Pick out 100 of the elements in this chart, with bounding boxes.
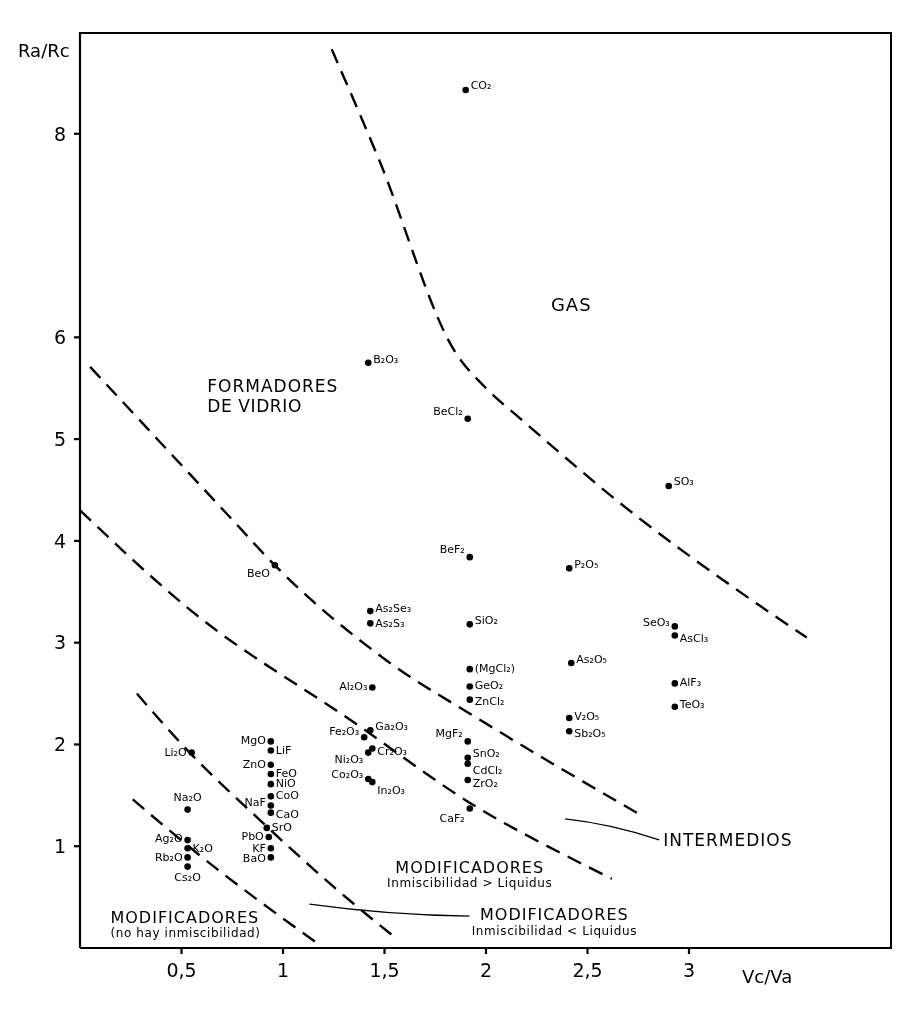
y-tick-label: 5 [53, 427, 66, 450]
point [267, 761, 275, 769]
annotation: Li₂O [164, 745, 187, 759]
x-tick-label: 1 [276, 959, 290, 982]
annotation: TeO₃ [679, 697, 705, 712]
point [671, 623, 679, 630]
point [464, 760, 472, 768]
point [464, 415, 472, 423]
point [267, 747, 275, 754]
annotation: LiF [275, 743, 292, 757]
annotation: GeO₂ [474, 679, 504, 693]
annotation: FORMADORES DE VIDRIO [207, 376, 339, 417]
annotation: As₂S₃ [375, 617, 405, 631]
point [366, 620, 374, 627]
annotation: (MgCl₂) [474, 661, 515, 676]
y-tick-label: 2 [53, 733, 66, 756]
point [466, 553, 474, 561]
y-tick-label: 4 [53, 529, 66, 552]
point [271, 562, 279, 569]
point [265, 833, 273, 841]
annotation: Ga₂O₃ [375, 719, 409, 734]
point [184, 806, 191, 813]
point [466, 621, 474, 628]
annotation: SrO [271, 820, 292, 835]
annotation: Fe₂O₃ [329, 724, 360, 739]
y-tick-label: 3 [53, 631, 66, 654]
annotation: As₂Se₃ [375, 601, 412, 616]
annotation: BeCl₂ [433, 404, 463, 419]
annotation: In₂O₃ [377, 783, 406, 798]
annotation: GAS [550, 293, 592, 315]
point [665, 482, 672, 490]
x-tick-label: 2,5 [572, 959, 603, 982]
point [267, 844, 275, 852]
point [184, 844, 191, 852]
point [369, 684, 376, 691]
point [464, 738, 472, 745]
annotation: ZnO [242, 757, 266, 772]
annotation: MODIFICADORES Inmiscibilidad < Liquidus [471, 905, 638, 938]
annotation: KF [252, 841, 266, 855]
y-tick-label: 8 [53, 122, 66, 145]
point [267, 802, 275, 809]
x-axis-title: Vc/Va [742, 966, 793, 987]
annotation: Al₂O₃ [339, 680, 368, 694]
annotation: Ag₂O [155, 831, 183, 846]
annotation: CO₂ [470, 78, 492, 93]
annotation: Na₂O [173, 790, 202, 805]
point [567, 659, 575, 667]
y-tick-label: 1 [53, 834, 66, 857]
annotation: AlF₃ [679, 676, 702, 690]
point [464, 776, 472, 784]
annotation: Cs₂O [174, 870, 201, 885]
annotation: K₂O [192, 841, 213, 856]
annotation: MODIFICADORES (no hay inmiscibilidad) [110, 907, 261, 940]
point [188, 749, 195, 756]
point [366, 726, 374, 734]
point [369, 778, 376, 786]
x-tick-label: 2 [479, 959, 493, 982]
annotation: Ni₂O₃ [334, 752, 364, 766]
annotation: MgO [240, 734, 266, 748]
point [671, 703, 679, 711]
point [565, 565, 573, 572]
point [267, 854, 275, 861]
x-tick-label: 3 [682, 959, 696, 982]
annotation: V₂O₅ [574, 709, 600, 724]
y-axis-title: Ra/Rc [18, 40, 70, 61]
x-tick-label: 1,5 [369, 959, 400, 982]
x-tick-label: 0,5 [166, 959, 197, 982]
point [364, 359, 372, 367]
point [364, 749, 372, 756]
annotation: BeF₂ [439, 542, 465, 557]
point [184, 863, 191, 870]
point [267, 738, 275, 745]
point [466, 805, 474, 812]
annotation: B₂O₃ [373, 352, 399, 367]
annotation: P₂O₅ [574, 558, 599, 572]
point [671, 680, 679, 687]
point [267, 793, 275, 800]
annotation: AsCl₃ [679, 631, 709, 645]
annotation: PbO [241, 829, 264, 844]
annotation: SiO₂ [474, 614, 498, 628]
annotation: Sb₂O₅ [574, 726, 606, 741]
annotation: MODIFICADORES Inmiscibilidad > Liquidus [387, 857, 553, 891]
annotation: BeO [246, 566, 270, 581]
point [366, 607, 374, 615]
annotation: INTERMEDIOS [663, 830, 793, 851]
annotation: Rb₂O [154, 851, 183, 865]
point [466, 683, 474, 690]
point [267, 809, 275, 816]
point [267, 780, 275, 788]
point [671, 632, 679, 639]
point [263, 824, 271, 832]
point [464, 754, 472, 761]
annotation: ZrO₂ [472, 776, 498, 791]
annotation: SO₃ [673, 474, 694, 489]
point [565, 714, 573, 722]
annotation: SnO₂ [472, 746, 500, 760]
annotation: SeO₃ [642, 616, 670, 630]
point [184, 854, 191, 861]
annotation: As₂O₅ [576, 652, 607, 667]
point [565, 727, 573, 735]
